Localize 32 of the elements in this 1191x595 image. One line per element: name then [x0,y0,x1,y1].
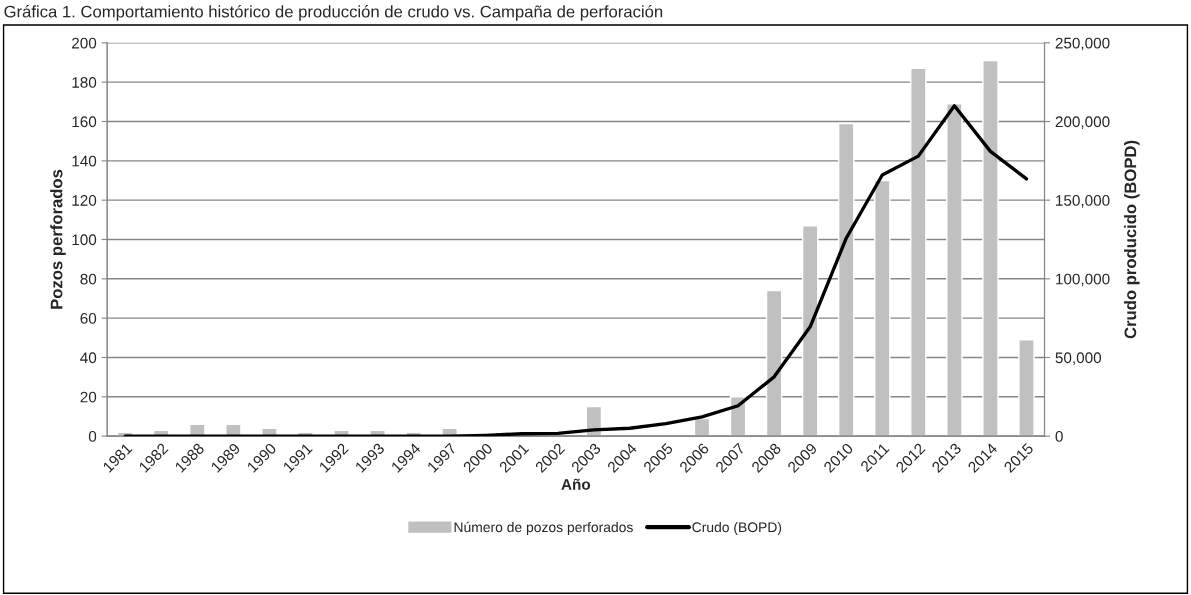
bar [946,103,963,437]
y-tick-label: 120 [72,195,97,206]
y2-tick-label: 200,000 [1055,116,1110,129]
bar [910,67,927,437]
legend-label: Crudo (BOPD) [692,521,782,535]
y2-tick-label: 150,000 [1056,195,1110,208]
y-tick-label: 80 [80,273,97,285]
y2-axis-title: Crudo producido (BOPD) [1124,140,1140,339]
y-tick-label: 60 [80,313,97,324]
y-tick-label: 40 [80,352,97,364]
y-tick-label: 140 [72,155,97,167]
bar [1018,339,1035,437]
bar [801,225,819,437]
bar [837,122,855,437]
y2-tick-label: 250,000 [1055,37,1110,51]
bar [982,59,999,437]
y-tick-label: 0 [88,431,97,442]
bar [765,289,783,437]
legend-label: Número de pozos perforados [454,521,633,535]
y2-tick-label: 100,000 [1056,273,1110,287]
y-tick-label: 160 [72,116,97,128]
chart-title: Gráfica 1. Comportamiento histórico de producción de crudo vs. Campaña de perforación [4,5,663,21]
y-tick-label: 20 [80,391,97,403]
x-axis-title: Año [561,478,591,490]
y-tick-label: 180 [72,77,97,88]
y2-tick-label: 0 [1055,431,1063,442]
y-axis-title: Pozos perforados [50,169,66,309]
y-tick-label: 100 [72,234,97,246]
y2-tick-label: 50,000 [1055,352,1102,365]
bar [874,179,891,437]
y-tick-label: 200 [72,37,97,49]
line-series [123,104,1029,437]
